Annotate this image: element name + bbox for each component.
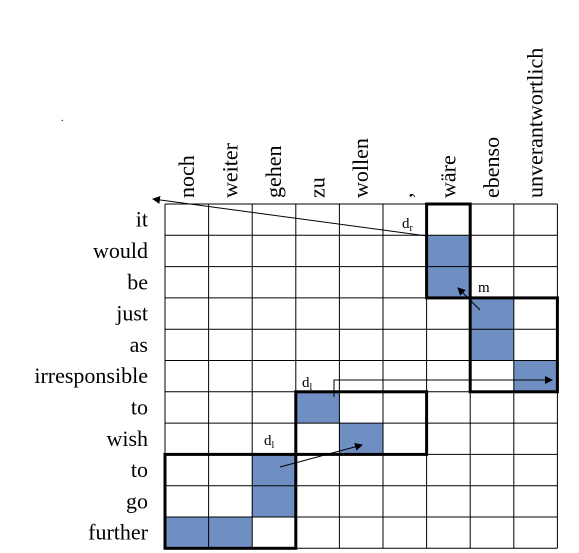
column-header: noch bbox=[174, 155, 199, 198]
label-dr: dr bbox=[402, 216, 414, 234]
filled-cell bbox=[165, 517, 209, 549]
column-header: ebenso bbox=[479, 137, 504, 198]
row-labels: it would be just as irresponsible to wish to go fu… bbox=[34, 207, 148, 545]
filled-cell bbox=[470, 329, 514, 361]
column-headers: noch weiter gehen zu wollen, wäre ebenso unvera… bbox=[174, 48, 548, 198]
label-m: m bbox=[478, 280, 490, 296]
row-label: further bbox=[88, 520, 149, 545]
filled-cell bbox=[426, 235, 471, 267]
filled-cell bbox=[208, 517, 253, 549]
column-header: unverantwortlich bbox=[523, 48, 548, 198]
arrow-m bbox=[457, 287, 481, 311]
phrase-block bbox=[163, 452, 298, 550]
phrase-block bbox=[468, 296, 559, 394]
label-dl-lower: dl bbox=[264, 433, 275, 451]
row-label: to bbox=[131, 457, 148, 482]
alignment-grid bbox=[164, 203, 558, 549]
row-label: wish bbox=[106, 426, 148, 451]
column-header: weiter bbox=[217, 142, 242, 198]
stray-dot: . bbox=[61, 113, 64, 124]
phrase-block bbox=[294, 390, 429, 456]
column-header: gehen bbox=[261, 145, 286, 198]
column-header: , bbox=[392, 193, 417, 199]
label-dl-upper: dl bbox=[302, 375, 313, 393]
row-label: go bbox=[126, 488, 148, 513]
phrase-blocks bbox=[163, 202, 559, 550]
phrase-block bbox=[425, 202, 472, 300]
relation-labels: dr m dl dl bbox=[264, 216, 490, 451]
arrow-dl-upper bbox=[333, 376, 553, 397]
filled-cell bbox=[513, 360, 558, 392]
filled-cell bbox=[470, 297, 514, 330]
row-label: just bbox=[115, 301, 148, 326]
row-label: irresponsible bbox=[34, 363, 148, 388]
row-label: be bbox=[127, 269, 148, 294]
arrow-dr bbox=[152, 195, 428, 237]
filled-cell bbox=[252, 454, 296, 486]
arrow-dl-lower bbox=[279, 442, 363, 468]
column-header: zu bbox=[305, 177, 330, 198]
row-label: to bbox=[131, 394, 148, 419]
column-header: wäre bbox=[435, 155, 460, 198]
row-label: as bbox=[130, 332, 148, 357]
filled-cells bbox=[165, 235, 558, 549]
row-label: it bbox=[136, 207, 148, 232]
filled-cell bbox=[295, 391, 340, 424]
arrows bbox=[152, 195, 553, 468]
column-header: wollen bbox=[348, 138, 373, 198]
filled-cell bbox=[252, 485, 296, 517]
row-label: would bbox=[93, 238, 148, 263]
